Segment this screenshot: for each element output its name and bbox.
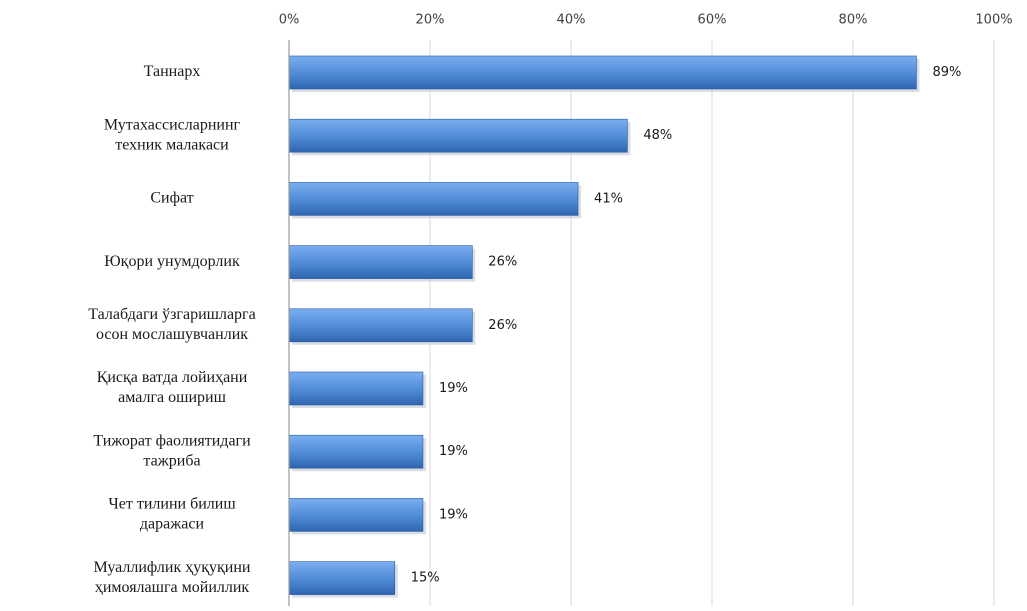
bars [288,55,920,598]
category-label: тажриба [143,452,200,469]
bar [288,118,628,153]
category-label: Чет тилини билиш [108,496,236,513]
category-label: Таннарх [144,63,201,80]
x-tick-label: 0% [279,13,300,28]
category-label: Талабдаги ўзгаришларга [88,306,255,323]
bar [288,55,917,90]
category-label: Қисқа ватда лойиҳани [97,369,248,386]
category-label: Муаллифлик ҳуқуқини [94,559,251,576]
category-label: даражаси [140,516,205,533]
data-labels: 89% 48% 41% 26% 26% 19% 19% 19% 15% [411,65,962,586]
category-labels: Таннарх Мутахассисларнинг техник малакаси С… [88,63,255,596]
bar-value-label: 19% [439,381,468,396]
bar [288,308,473,343]
category-label: амалга ошириш [118,389,226,406]
bar [288,434,424,469]
x-axis-ticks: 0% 20% 40% 60% 80% 100% [279,13,1013,28]
bar [288,182,579,216]
category-label: Юқори унумдорлик [104,253,240,270]
bar [288,245,473,279]
bar-value-label: 15% [411,571,440,586]
category-label: ҳимоялашга мойиллик [95,579,250,596]
bar-value-label: 89% [932,65,961,80]
category-label: Сифат [150,190,193,207]
bar-value-label: 26% [488,255,517,270]
bar-value-label: 19% [439,444,468,459]
category-label: техник малакаси [115,136,229,153]
x-tick-label: 100% [975,13,1012,28]
category-label: Тижорат фаолиятидаги [93,432,251,449]
bar-value-label: 41% [594,191,623,206]
bar-value-label: 26% [488,318,517,333]
x-tick-label: 60% [698,13,727,28]
bar [288,498,424,532]
x-tick-label: 80% [839,13,868,28]
bar-value-label: 48% [643,128,672,143]
bar [288,561,396,595]
bar [288,371,424,406]
category-label: Мутахассисларнинг [104,116,241,133]
category-label: осон мослашувчанлик [96,326,248,343]
x-tick-label: 20% [416,13,445,28]
bar-value-label: 19% [439,507,468,522]
x-tick-label: 40% [557,13,586,28]
